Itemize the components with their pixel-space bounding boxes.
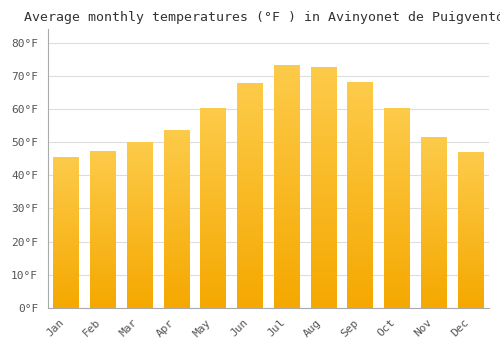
Bar bbox=[237, 83, 263, 308]
Bar bbox=[348, 82, 373, 308]
Title: Average monthly temperatures (°F ) in Avinyonet de Puigventós: Average monthly temperatures (°F ) in Av… bbox=[24, 11, 500, 24]
Bar bbox=[90, 151, 116, 308]
Bar bbox=[421, 137, 446, 308]
Bar bbox=[384, 108, 410, 308]
Bar bbox=[54, 157, 79, 308]
Bar bbox=[274, 65, 299, 308]
Bar bbox=[127, 142, 152, 308]
Bar bbox=[164, 130, 190, 308]
Bar bbox=[200, 108, 226, 308]
Bar bbox=[458, 152, 483, 308]
Bar bbox=[310, 67, 336, 308]
